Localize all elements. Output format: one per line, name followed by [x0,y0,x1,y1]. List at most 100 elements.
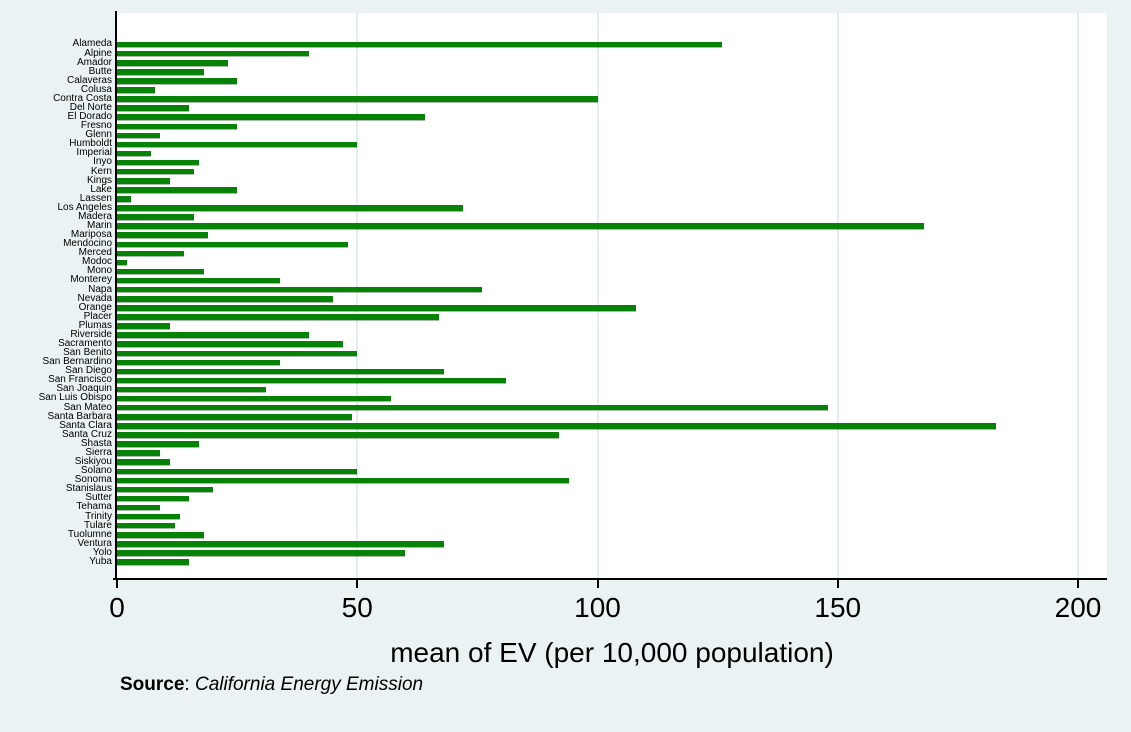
bar [117,314,439,320]
category-label: Contra Costa [53,92,112,104]
category-label: Sutter [85,492,112,504]
bar [117,123,238,130]
bar [117,395,391,402]
category-label: San Mateo [63,401,112,413]
bar [117,205,463,211]
bar [117,559,190,565]
bar [117,459,170,465]
bar [117,368,444,375]
bar [117,477,569,484]
category-label: Tulare [84,519,112,531]
bar [117,168,194,175]
bar [117,441,199,447]
bar [117,296,334,302]
category-label: Kings [86,174,112,186]
category-label: Tuolumne [67,528,112,540]
category-label: Yuba [89,555,112,567]
category-label: Calaveras [66,74,112,86]
category-label: San Francisco [48,374,112,386]
x-tick-label: 100 [574,592,621,623]
bar [117,141,358,148]
bar [117,513,180,520]
source-note-text: California Energy Emission [194,674,424,695]
bar [117,150,151,157]
category-label: Napa [88,283,112,295]
category-label: Sacramento [58,338,112,349]
category-label: Trinity [85,510,112,522]
category-label: Nevada [77,292,112,304]
bar [117,232,209,238]
bar [117,423,997,429]
bar [117,386,266,393]
category-label: Orange [78,301,112,313]
category-label: El Dorado [67,111,112,122]
bar [117,450,161,456]
category-label: Modoc [81,256,112,268]
category-label: Humboldt [69,138,112,150]
category-label: San Luis Obispo [38,392,112,404]
source-note-separator: : [184,674,195,695]
bar [117,341,343,347]
bar [117,414,353,420]
category-label: Alpine [84,47,112,59]
source-note-label: Source [120,674,185,695]
bar [117,78,238,84]
category-label: Sierra [85,446,112,458]
x-tick [1077,580,1079,588]
bar [117,87,156,93]
category-label: Santa Cruz [61,428,112,440]
gridline [1077,13,1079,578]
bar [117,377,507,384]
bar [117,404,829,411]
x-tick-label: 50 [341,592,373,623]
bar [117,495,190,502]
x-tick-label: 200 [1054,592,1102,623]
category-label: Amador [76,56,112,68]
category-label: Inyo [93,156,112,168]
bar [117,268,204,275]
bar [117,468,358,475]
bar [117,332,310,338]
bar [117,350,358,357]
bar [117,187,238,193]
bar [117,105,190,111]
category-label: Placer [83,310,112,322]
x-tick-label: 150 [814,592,862,623]
bar [117,541,444,547]
category-label: Colusa [80,83,112,95]
category-label: Solano [80,465,112,477]
category-label: San Joaquin [56,383,112,395]
x-axis-title: mean of EV (per 10,000 population) [390,637,834,668]
bar [117,550,406,556]
category-label: Mono [86,265,112,277]
category-label: Shasta [80,437,112,449]
plot-area [117,13,1107,578]
category-label: Alameda [72,38,112,50]
bar [117,159,199,166]
category-label: Marin [86,220,112,231]
category-label: San Bernardino [42,356,113,368]
y-axis-line [115,11,117,580]
bar [117,132,161,139]
category-label: Butte [88,65,112,77]
category-label: San Diego [65,365,112,377]
category-label: San Benito [63,347,112,359]
bar [117,286,483,293]
bar [117,432,560,438]
bar [117,504,161,511]
category-label: Imperial [76,147,112,159]
bar [117,41,723,48]
category-label: Del Norte [69,101,112,113]
bar [117,323,170,329]
x-tick [356,580,359,588]
bar [117,241,348,248]
category-label: Stanislaus [65,483,112,495]
bar [117,69,204,75]
category-label: Riverside [70,328,112,340]
category-label: Los Angeles [57,201,113,213]
category-label: Lake [90,183,112,195]
bar [117,214,194,220]
x-tick [116,580,118,588]
source-note: Source: California Energy Emission [120,674,423,696]
